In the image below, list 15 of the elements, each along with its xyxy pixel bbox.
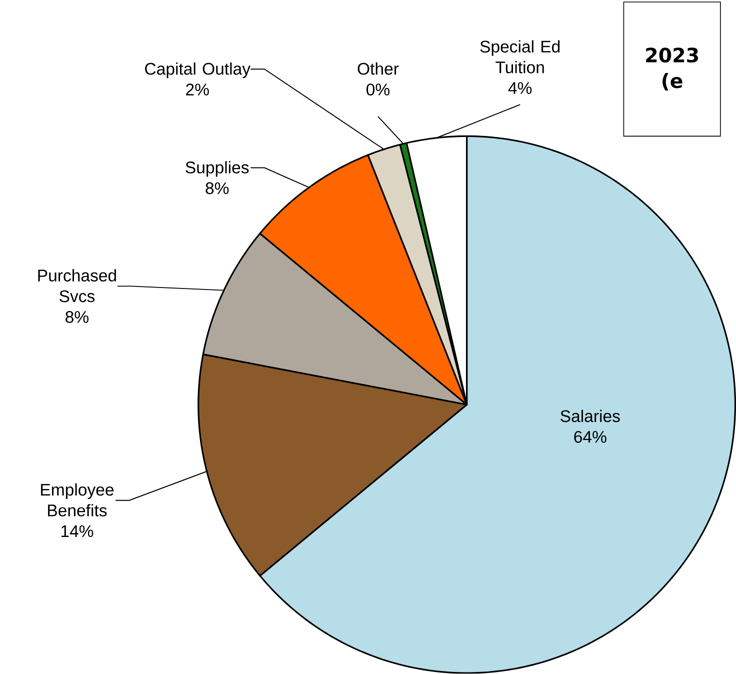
slice-label: Supplies <box>186 161 249 177</box>
slice-label: Purchased Svcs <box>38 269 116 302</box>
text: 2023 (e <box>646 48 698 91</box>
data-label: 8% <box>66 311 88 324</box>
data-label: 64% <box>574 431 606 443</box>
data-label: 4% <box>508 82 532 94</box>
data-label: 0% <box>366 84 390 96</box>
slice-label: Employee Benefits <box>41 483 114 516</box>
slice-label: Capital Outlay <box>145 62 250 78</box>
slice-label: Special Ed Tuition <box>480 40 560 74</box>
data-label: 2% <box>186 84 209 96</box>
data-label: 14% <box>61 525 94 538</box>
slice-label: Salaries <box>560 410 620 422</box>
data-label: 8% <box>206 182 229 194</box>
slice-label: Other <box>358 62 399 75</box>
